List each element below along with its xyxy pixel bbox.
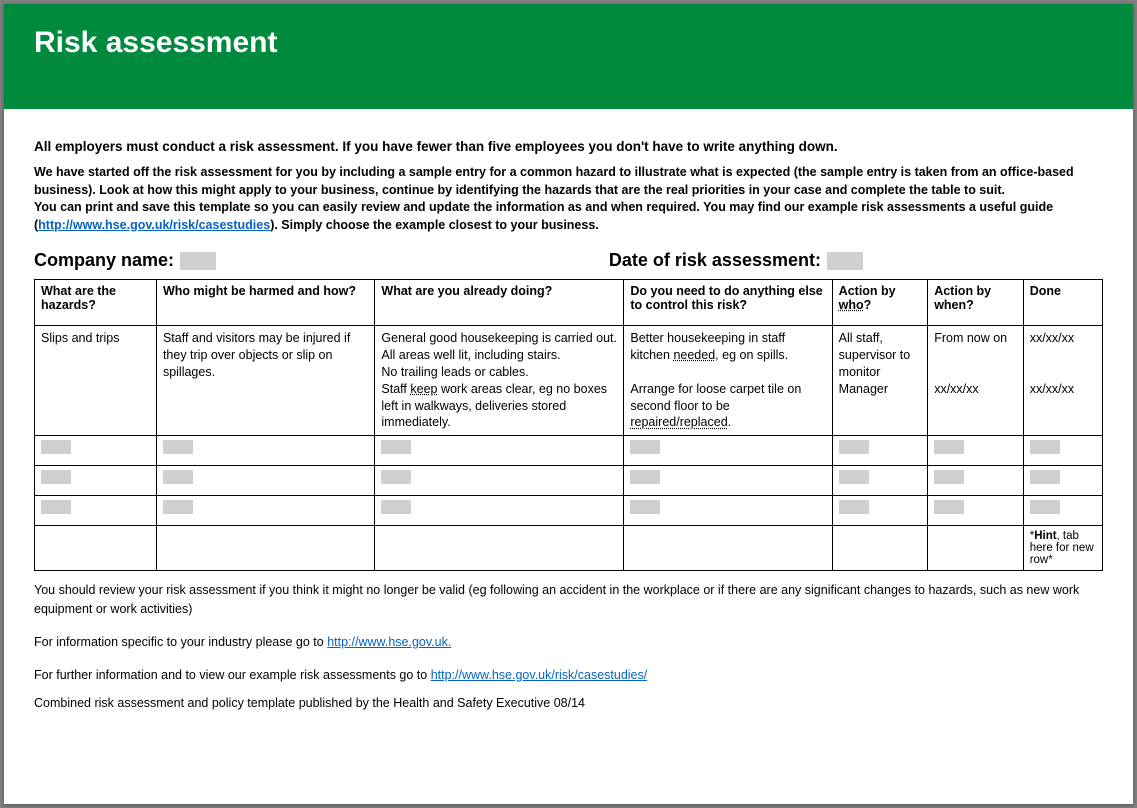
cell-action-when: From now on xx/xx/xx xyxy=(928,326,1024,436)
company-name-label: Company name: xyxy=(34,250,174,271)
table-row xyxy=(35,496,1103,526)
th-else: Do you need to do anything else to contr… xyxy=(624,280,832,326)
placeholder-stub xyxy=(41,470,71,484)
hint-cell[interactable]: *Hint, tab here for new row* xyxy=(1023,526,1102,571)
placeholder-stub xyxy=(630,440,660,454)
table-row-hint: *Hint, tab here for new row* xyxy=(35,526,1103,571)
placeholder-stub xyxy=(839,500,869,514)
note-industry: For information specific to your industr… xyxy=(34,633,1103,652)
fields-row: Company name: Date of risk assessment: xyxy=(34,250,1103,271)
intro-link[interactable]: http://www.hse.gov.uk/risk/casestudies xyxy=(38,218,270,232)
placeholder-stub xyxy=(1030,470,1060,484)
placeholder-stub xyxy=(630,470,660,484)
cell-action-who: All staff, supervisor to monitor Manager xyxy=(832,326,928,436)
intro-lead: All employers must conduct a risk assess… xyxy=(34,139,1103,154)
placeholder-stub xyxy=(839,440,869,454)
placeholder-stub xyxy=(163,500,193,514)
company-name-input[interactable] xyxy=(180,252,216,270)
intro-block: We have started off the risk assessment … xyxy=(34,164,1103,234)
page-title: Risk assessment xyxy=(34,26,1103,60)
cell-done: xx/xx/xx xx/xx/xx xyxy=(1023,326,1102,436)
placeholder-stub xyxy=(934,500,964,514)
th-action-when: Action by when? xyxy=(928,280,1024,326)
placeholder-stub xyxy=(934,440,964,454)
placeholder-stub xyxy=(41,500,71,514)
th-hazards: What are the hazards? xyxy=(35,280,157,326)
cell-doing: General good housekeeping is carried out… xyxy=(375,326,624,436)
th-done: Done xyxy=(1023,280,1102,326)
placeholder-stub xyxy=(163,470,193,484)
placeholder-stub xyxy=(381,440,411,454)
cell-else: Better housekeeping in staff kitchen nee… xyxy=(624,326,832,436)
placeholder-stub xyxy=(934,470,964,484)
table-header-row: What are the hazards? Who might be harme… xyxy=(35,280,1103,326)
document-page: Risk assessment All employers must condu… xyxy=(4,4,1133,804)
th-who: Who might be harmed and how? xyxy=(156,280,374,326)
note-examples: For further information and to view our … xyxy=(34,666,1103,685)
placeholder-stub xyxy=(163,440,193,454)
table-row xyxy=(35,436,1103,466)
placeholder-stub xyxy=(41,440,71,454)
content-area: All employers must conduct a risk assess… xyxy=(4,109,1133,713)
header-band: Risk assessment xyxy=(4,4,1133,109)
placeholder-stub xyxy=(1030,500,1060,514)
intro-p2b: ). Simply choose the example closest to … xyxy=(270,218,599,232)
footer-notes: You should review your risk assessment i… xyxy=(34,581,1103,713)
placeholder-stub xyxy=(630,500,660,514)
table-row xyxy=(35,466,1103,496)
placeholder-stub xyxy=(381,500,411,514)
hse-link[interactable]: http://www.hse.gov.uk. xyxy=(327,635,451,649)
casestudies-link[interactable]: http://www.hse.gov.uk/risk/casestudies/ xyxy=(431,668,648,682)
th-doing: What are you already doing? xyxy=(375,280,624,326)
cell-who: Staff and visitors may be injured if the… xyxy=(156,326,374,436)
th-action-who: Action by who? xyxy=(832,280,928,326)
placeholder-stub xyxy=(1030,440,1060,454)
note-publisher: Combined risk assessment and policy temp… xyxy=(34,694,1103,713)
date-label: Date of risk assessment: xyxy=(609,250,821,271)
cell-hazard: Slips and trips xyxy=(35,326,157,436)
intro-p1: We have started off the risk assessment … xyxy=(34,165,1074,197)
note-review: You should review your risk assessment i… xyxy=(34,581,1103,619)
table-row-sample: Slips and trips Staff and visitors may b… xyxy=(35,326,1103,436)
placeholder-stub xyxy=(839,470,869,484)
placeholder-stub xyxy=(381,470,411,484)
risk-table: What are the hazards? Who might be harme… xyxy=(34,279,1103,571)
date-input[interactable] xyxy=(827,252,863,270)
